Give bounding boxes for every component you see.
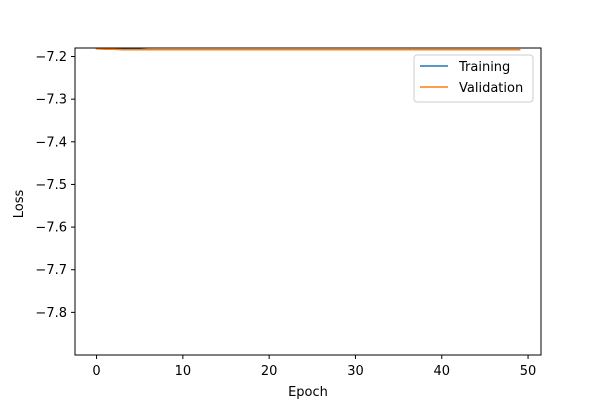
y-tick-label: −7.7 — [35, 263, 67, 278]
y-tick-label: −7.3 — [35, 93, 67, 108]
x-tick-label: 50 — [520, 364, 537, 379]
x-tick-label: 20 — [261, 364, 278, 379]
legend-training-label: Training — [458, 60, 510, 75]
x-tick-label: 10 — [175, 364, 192, 379]
x-tick-label: 40 — [433, 364, 450, 379]
series-layer — [95, 47, 521, 51]
x-tick-label: 0 — [92, 364, 100, 379]
series-line-validation — [95, 48, 521, 51]
legend-validation-label: Validation — [459, 81, 523, 96]
y-axis-label: Loss — [12, 190, 27, 219]
x-tick-label: 30 — [347, 364, 364, 379]
y-tick-label: −7.5 — [35, 178, 67, 193]
y-tick-label: −7.8 — [35, 306, 67, 321]
legend: Training Validation — [413, 54, 534, 103]
y-tick-label: −7.4 — [35, 135, 67, 150]
x-ticks: 0 10 20 30 40 50 — [92, 355, 536, 379]
y-ticks: −7.2 −7.3 −7.4 −7.5 −7.6 −7.7 −7.8 — [35, 50, 75, 321]
y-tick-label: −7.2 — [35, 50, 67, 65]
y-tick-label: −7.6 — [35, 221, 67, 236]
x-axis-label: Epoch — [288, 385, 328, 400]
plot-frame — [74, 47, 542, 356]
